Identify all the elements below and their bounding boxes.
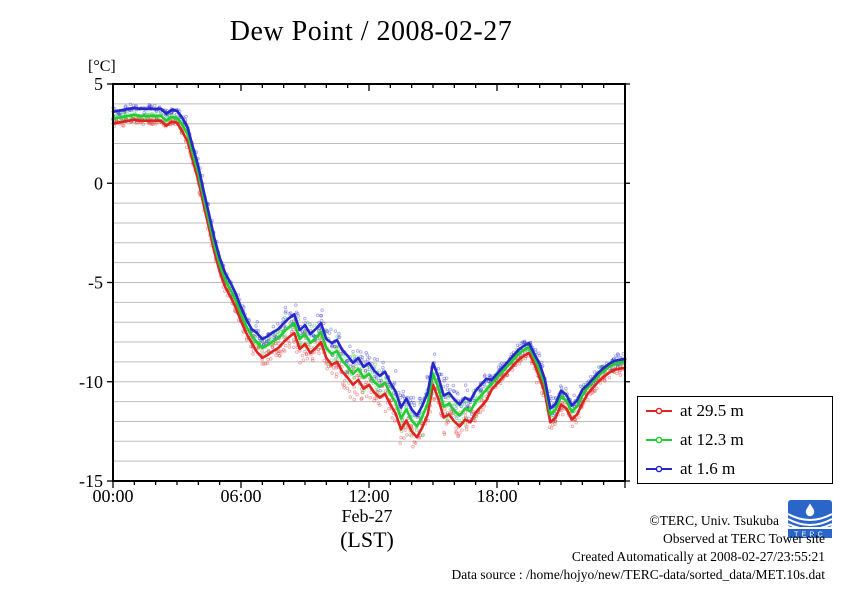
data-source-line: Data source : /home/hojyo/new/TERC-data/… [451, 567, 825, 582]
svg-text:00:00: 00:00 [92, 486, 133, 506]
legend-item-1-6m: at 1.6 m [638, 459, 832, 479]
terc-logo-icon: TERC [787, 500, 833, 538]
copyright-line: ©TERC, Univ. Tsukuba [649, 513, 779, 528]
svg-text:18:00: 18:00 [476, 486, 517, 506]
svg-text:-5: -5 [88, 273, 103, 293]
legend-box: at 29.5 m at 12.3 m at 1.6 m [637, 396, 833, 484]
created-at-line: Created Automatically at 2008-02-27/23:5… [571, 549, 825, 564]
legend-item-12-3m: at 12.3 m [638, 430, 832, 450]
svg-text:5: 5 [94, 74, 103, 94]
chart-title: Dew Point / 2008-02-27 [229, 16, 513, 47]
blue-line-sample-icon [646, 465, 672, 472]
legend-label: at 29.5 m [680, 401, 744, 421]
footer-credits: ©TERC, Univ. Tsukuba Observed at TERC To… [451, 512, 825, 584]
y-axis-unit-label: [°C] [88, 58, 116, 75]
x-axis-date-label: Feb-27 [341, 506, 393, 526]
svg-text:06:00: 06:00 [220, 486, 261, 506]
red-line-sample-icon [646, 408, 672, 415]
observed-at-line: Observed at TERC Tower site [662, 531, 825, 546]
legend-label: at 1.6 m [680, 458, 736, 478]
svg-text:12:00: 12:00 [348, 486, 389, 506]
green-line-sample-icon [646, 436, 672, 444]
svg-text:TERC: TERC [794, 531, 826, 538]
svg-text:-15: -15 [79, 471, 103, 491]
legend-label: at 12.3 m [680, 429, 744, 449]
legend-item-29-5m: at 29.5 m [638, 401, 832, 421]
x-axis-timezone-label: (LST) [340, 527, 394, 552]
svg-text:0: 0 [94, 173, 103, 193]
svg-text:-10: -10 [79, 372, 103, 392]
